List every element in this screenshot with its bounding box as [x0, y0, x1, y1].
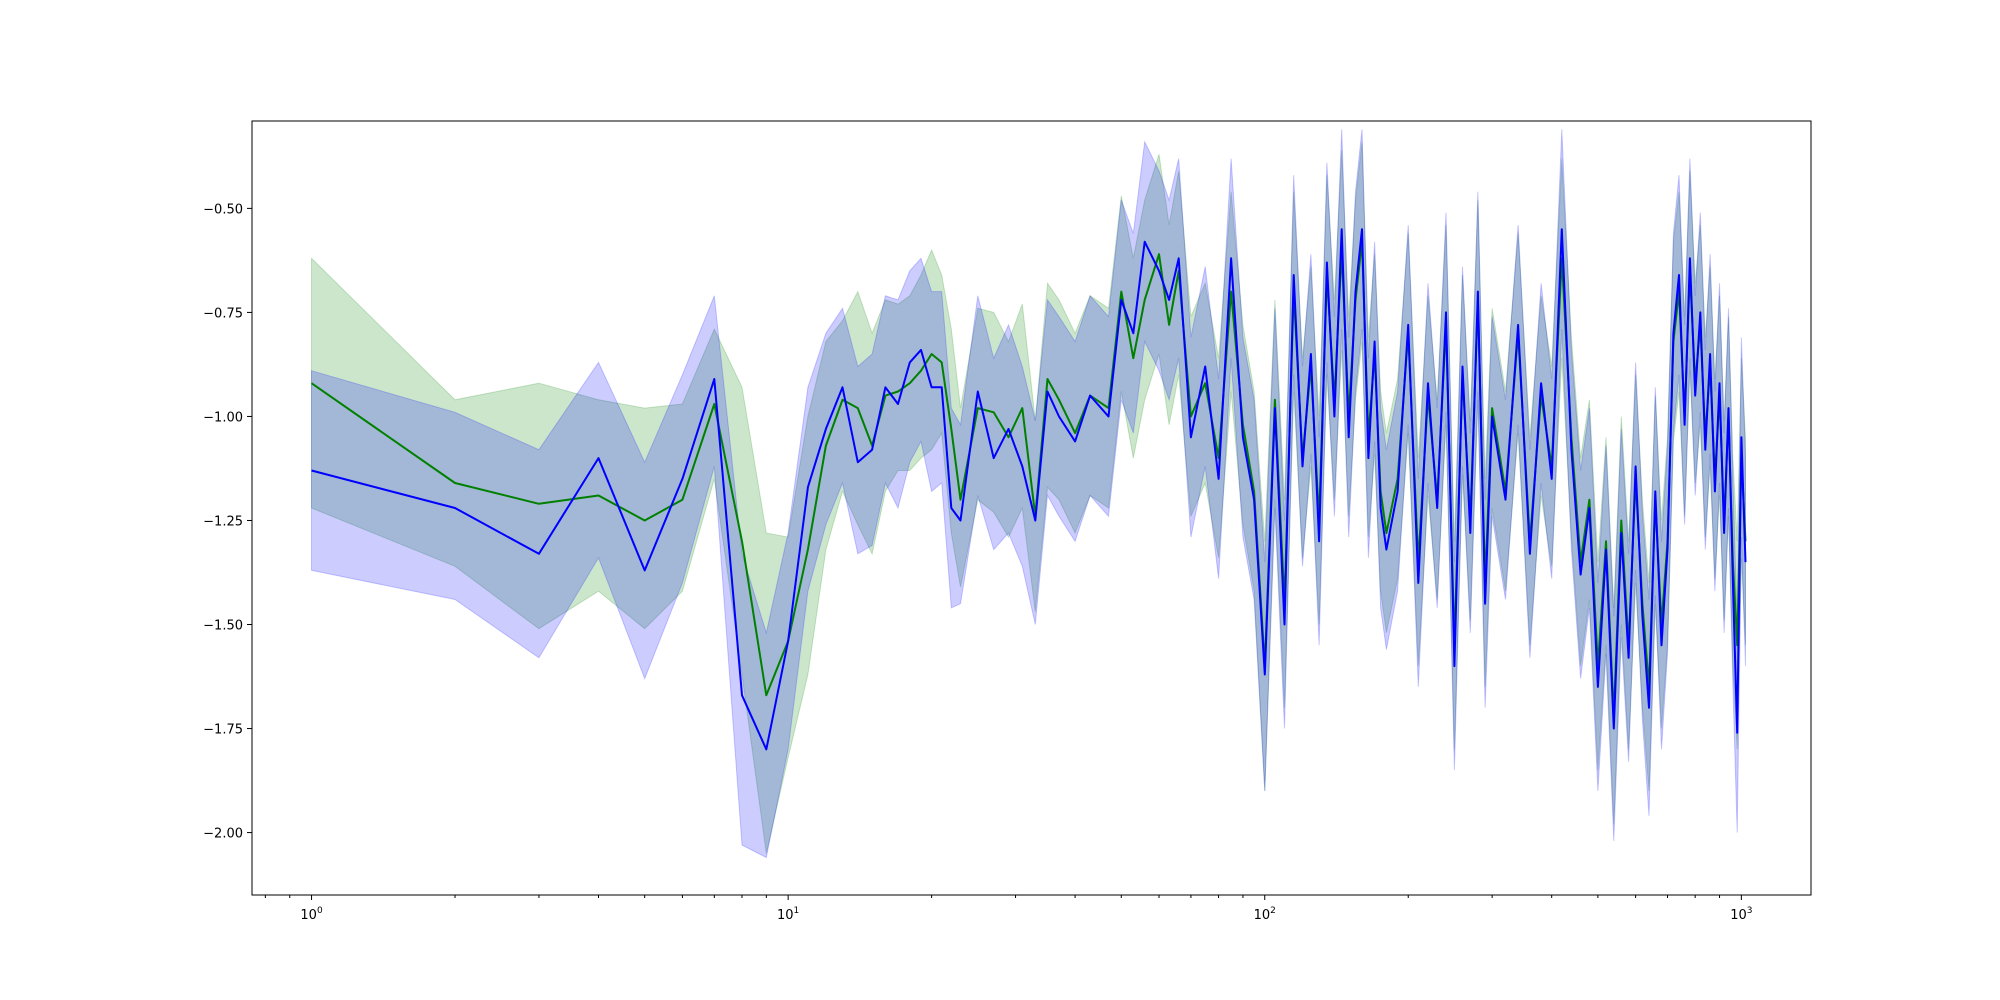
series-2-line	[311, 228, 1747, 751]
y-tick-label: −0.75	[203, 306, 243, 321]
y-tick-label: −1.25	[203, 514, 243, 529]
y-tick-label: −1.75	[203, 723, 243, 738]
y-tick-label: −1.50	[203, 619, 243, 634]
series-1-band	[311, 141, 1746, 854]
y-tick-label: −2.00	[203, 827, 243, 842]
plot-frame	[251, 120, 1812, 896]
y-axis: −0.50 −0.75 −1.00 −1.25 −1.50 −1.75 −2.00	[203, 202, 252, 842]
y-tick-label: −1.00	[203, 410, 243, 425]
series-lines	[310, 228, 1747, 751]
y-tick-label: −0.50	[203, 202, 243, 217]
